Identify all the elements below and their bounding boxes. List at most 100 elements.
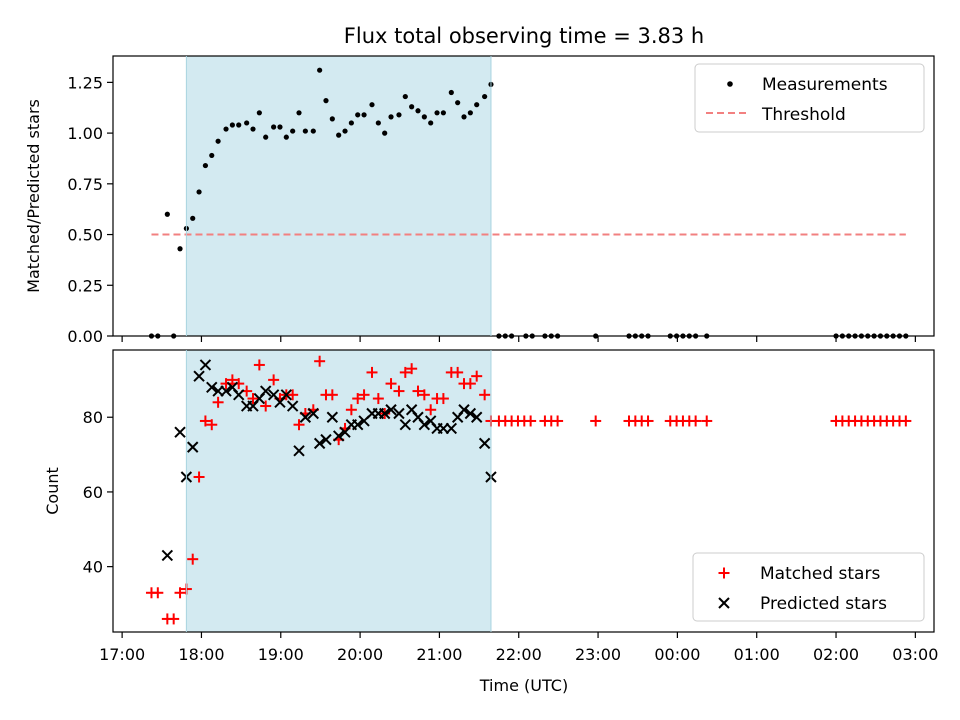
matched-star-point [425, 404, 437, 416]
top-observing-window-shade [186, 56, 491, 336]
matched-star-point [366, 366, 378, 378]
measurement-point [202, 162, 209, 169]
measurement-point [236, 122, 242, 128]
legend-matched-label: Matched stars [760, 564, 880, 584]
matched-star-point [226, 374, 238, 386]
predicted-star-point [299, 411, 312, 423]
measurement-point [415, 108, 421, 114]
measurement-point [440, 110, 446, 116]
measurement-point [250, 126, 256, 132]
top-x-axis-ticks [121, 336, 916, 342]
matched-star-point [212, 396, 224, 408]
bot-y-tick-label: 60 [83, 483, 103, 502]
matched-star-point [479, 389, 491, 401]
matched-star-point [168, 613, 180, 625]
predicted-star-point [352, 418, 364, 431]
predicted-star-point [174, 426, 186, 438]
predicted-star-point [313, 437, 326, 450]
matched-star-point [287, 389, 299, 401]
legend-predicted-marker [718, 597, 730, 609]
predicted-star-point [470, 411, 483, 423]
matched-star-point [268, 374, 280, 386]
measurement-point [474, 102, 480, 108]
matched-star-point [385, 378, 397, 390]
predicted-star-point [326, 411, 339, 423]
legend-predicted-cross [718, 597, 730, 609]
predicted-star-point [199, 359, 212, 371]
bot-y-tick-label: 40 [83, 558, 103, 577]
matched-star-point [701, 415, 713, 427]
measurement-point [290, 128, 296, 134]
predicted-star-point [399, 418, 412, 431]
legend-measurements-marker [727, 81, 733, 87]
x-tick-label: 02:00 [813, 645, 859, 664]
measurement-point [209, 152, 215, 159]
matched-star-point [418, 389, 430, 401]
measurement-point [402, 93, 408, 100]
measurement-point [409, 104, 415, 110]
top-y-tick-label: 1.25 [67, 73, 103, 92]
top-panel-chart: 0.00 0.25 0.50 0.75 1.00 1.25 Matched/Predict… [24, 55, 935, 346]
measurement-point [361, 112, 367, 118]
predicted-star-point [286, 400, 299, 412]
top-y-axis-label: Matched/Predicted stars [24, 99, 43, 293]
bottom-y-axis-ticks: 40 60 80 [83, 408, 113, 577]
measurement-point [342, 128, 348, 134]
matched-star-point [900, 415, 912, 427]
bottom-legend: Matched stars Predicted stars [692, 552, 925, 622]
predicted-star-point [445, 422, 458, 435]
x-tick-label: 17:00 [99, 645, 145, 664]
bottom-legend-box [692, 552, 925, 622]
predicted-star-point [233, 389, 245, 401]
matched-star-point [406, 363, 418, 375]
predicted-star-point [464, 407, 477, 420]
predicted-star-point [280, 389, 293, 401]
matched-star-point [372, 393, 384, 405]
measurement-point [215, 138, 221, 144]
measurement-point [229, 122, 235, 128]
matched-star-point [590, 415, 602, 427]
matched-star-point [247, 393, 259, 405]
matched-star-point [193, 471, 205, 483]
top-y-tick-label: 0.50 [67, 226, 103, 245]
x-tick-label: 21:00 [416, 645, 462, 664]
matched-star-point [399, 366, 411, 378]
predicted-stars-layer [161, 359, 497, 562]
matched-star-point [152, 587, 164, 599]
measurement-point [329, 116, 335, 122]
measurement-point [455, 100, 461, 106]
bot-y-tick-label: 80 [83, 408, 103, 427]
matched-star-point [253, 359, 265, 371]
measurement-point [467, 110, 473, 116]
measurement-point [302, 128, 308, 134]
measurement-point [461, 114, 467, 120]
measurement-point [428, 120, 434, 126]
matched-star-point [642, 415, 654, 427]
matched-star-point [525, 415, 537, 427]
matched-star-point [174, 587, 186, 599]
legend-matched-plus [718, 567, 730, 579]
legend-threshold-label: Threshold [761, 105, 846, 125]
measurement-point [421, 114, 427, 120]
matched-star-point [552, 415, 564, 427]
predicted-star-point [378, 407, 391, 420]
measurement-point [317, 67, 323, 73]
measurement-point [348, 120, 354, 126]
measurement-point [244, 120, 250, 126]
predicted-star-point [418, 418, 431, 431]
measurement-point [369, 102, 375, 108]
x-tick-label: 18:00 [178, 645, 224, 664]
x-tick-label: 19:00 [258, 645, 304, 664]
measurement-point [323, 98, 329, 104]
measurement-point [310, 128, 316, 134]
matched-star-point [345, 404, 357, 416]
measurement-point [336, 132, 342, 138]
matched-star-point [393, 385, 405, 397]
x-tick-label: 00:00 [654, 645, 700, 664]
measurement-point [164, 211, 170, 217]
predicted-star-point [332, 430, 345, 442]
predicted-star-point [320, 433, 332, 446]
matched-star-point [690, 415, 702, 427]
measurement-point [190, 215, 196, 221]
measurement-point [396, 112, 402, 118]
